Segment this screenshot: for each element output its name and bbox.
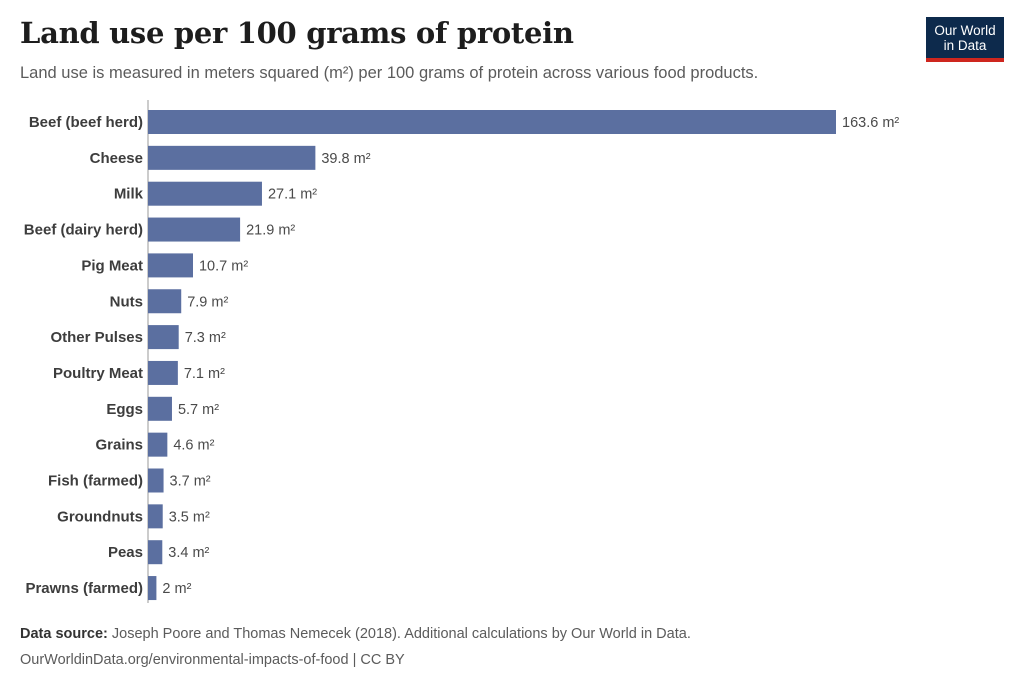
bar[interactable] <box>148 504 163 529</box>
bar[interactable] <box>148 396 172 421</box>
category-label: Other Pulses <box>50 329 143 346</box>
value-label: 7.9 m² <box>187 294 228 310</box>
value-label: 7.3 m² <box>185 330 226 346</box>
value-label: 163.6 m² <box>842 115 899 131</box>
value-label: 39.8 m² <box>321 151 370 167</box>
category-label: Poultry Meat <box>53 365 143 382</box>
bar[interactable] <box>148 253 193 278</box>
bar[interactable] <box>148 576 157 601</box>
category-label: Peas <box>108 544 143 561</box>
value-label: 10.7 m² <box>199 258 248 274</box>
footer-url[interactable]: OurWorldinData.org/environmental-impacts… <box>20 652 405 668</box>
bar[interactable] <box>148 540 163 565</box>
value-label: 2 m² <box>162 581 191 597</box>
bar[interactable] <box>148 325 179 350</box>
category-label: Prawns (farmed) <box>25 580 143 597</box>
data-source-text: Joseph Poore and Thomas Nemecek (2018). … <box>111 626 691 642</box>
bar[interactable] <box>148 289 182 314</box>
category-label: Pig Meat <box>81 257 143 274</box>
category-label: Grains <box>95 437 143 454</box>
value-label: 4.6 m² <box>173 438 214 454</box>
category-label: Beef (beef herd) <box>29 114 143 131</box>
value-label: 3.4 m² <box>168 545 209 561</box>
value-label: 3.5 m² <box>169 509 210 525</box>
bar-chart: Beef (beef herd) 163.6 m² Cheese 39.8 m² Mil… <box>24 100 899 603</box>
bar[interactable] <box>148 217 241 242</box>
value-label: 7.1 m² <box>184 366 225 382</box>
bar[interactable] <box>148 145 316 170</box>
data-source: Data source: Joseph Poore and Thomas Nem… <box>20 626 691 642</box>
value-label: 5.7 m² <box>178 402 219 418</box>
owid-logo[interactable]: Our World in Data <box>926 17 1004 62</box>
category-label: Groundnuts <box>57 508 143 525</box>
logo-line-1: Our World <box>934 23 996 38</box>
bar[interactable] <box>148 181 262 206</box>
category-label: Beef (dairy herd) <box>24 222 143 239</box>
value-label: 27.1 m² <box>268 187 317 203</box>
chart-title: Land use per 100 grams of protein <box>20 16 574 50</box>
bar[interactable] <box>148 360 178 385</box>
bar[interactable] <box>148 110 836 134</box>
bar[interactable] <box>148 468 164 493</box>
category-label: Fish (farmed) <box>48 473 143 490</box>
bar[interactable] <box>148 432 168 457</box>
chart-subtitle: Land use is measured in meters squared (… <box>20 64 759 82</box>
value-label: 3.7 m² <box>170 474 211 490</box>
value-label: 21.9 m² <box>246 223 295 239</box>
category-label: Milk <box>114 186 144 203</box>
data-source-label: Data source: <box>20 626 108 642</box>
category-label: Nuts <box>110 293 143 310</box>
category-label: Eggs <box>106 401 143 418</box>
logo-line-2: in Data <box>943 38 987 53</box>
category-label: Cheese <box>90 150 143 167</box>
